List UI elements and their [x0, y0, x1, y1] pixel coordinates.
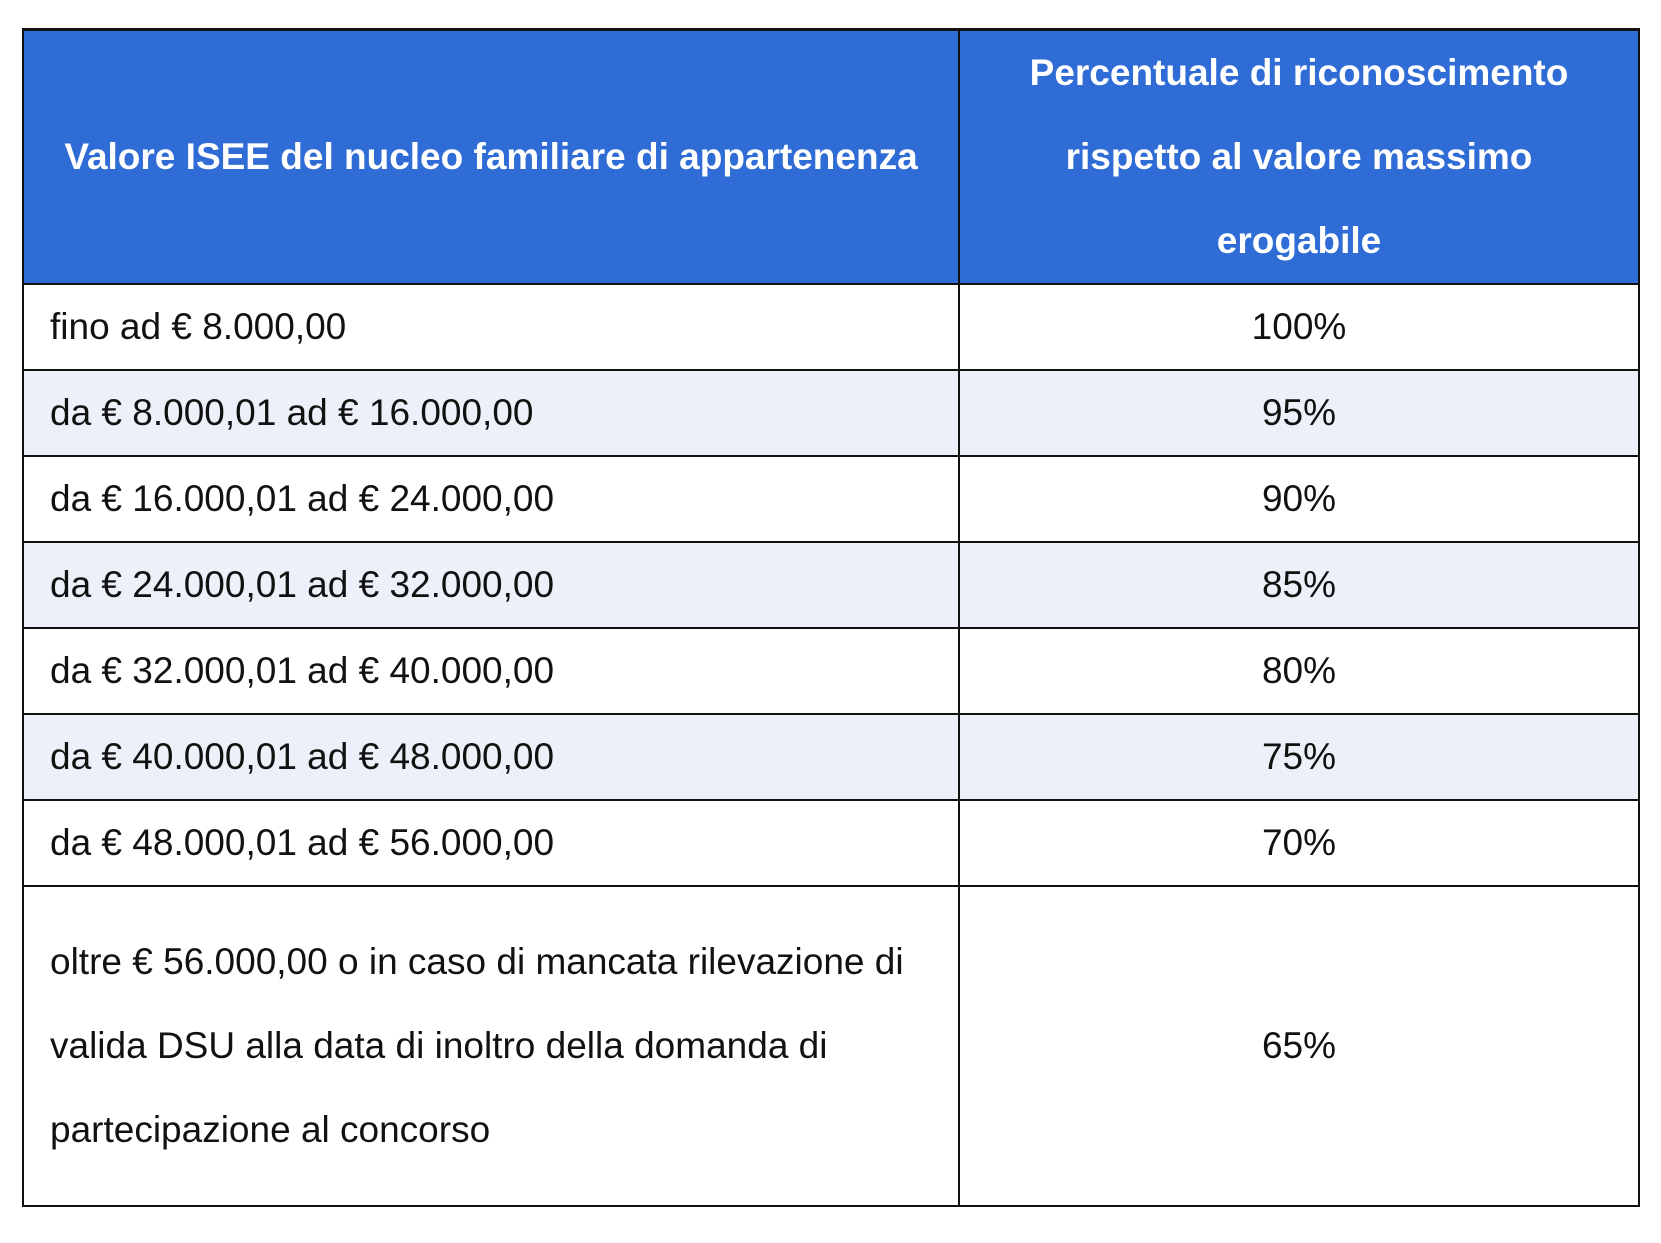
header-row: Valore ISEE del nucleo familiare di appa…: [22, 28, 1640, 285]
range-cell: oltre € 56.000,00 o in caso di mancata r…: [22, 885, 960, 1207]
percent-cell: 95%: [958, 369, 1640, 457]
header-percentage: Percentuale di riconoscimento rispetto a…: [958, 28, 1640, 285]
percent-cell: 85%: [958, 541, 1640, 629]
table-row: da € 24.000,01 ad € 32.000,00 85%: [22, 541, 1640, 629]
table-row: oltre € 56.000,00 o in caso di mancata r…: [22, 885, 1640, 1207]
percent-cell: 90%: [958, 455, 1640, 543]
table-row: da € 48.000,01 ad € 56.000,00 70%: [22, 799, 1640, 887]
table-row: da € 32.000,01 ad € 40.000,00 80%: [22, 627, 1640, 715]
percent-cell: 70%: [958, 799, 1640, 887]
range-cell: fino ad € 8.000,00: [22, 283, 960, 371]
range-cell: da € 16.000,01 ad € 24.000,00: [22, 455, 960, 543]
header-isee-value: Valore ISEE del nucleo familiare di appa…: [22, 28, 960, 285]
table-row: fino ad € 8.000,00 100%: [22, 283, 1640, 371]
percent-cell: 100%: [958, 283, 1640, 371]
range-cell: da € 40.000,01 ad € 48.000,00: [22, 713, 960, 801]
table-row: da € 40.000,01 ad € 48.000,00 75%: [22, 713, 1640, 801]
percent-cell: 65%: [958, 885, 1640, 1207]
range-cell: da € 48.000,01 ad € 56.000,00: [22, 799, 960, 887]
table-row: da € 8.000,01 ad € 16.000,00 95%: [22, 369, 1640, 457]
range-cell: da € 24.000,01 ad € 32.000,00: [22, 541, 960, 629]
percent-cell: 75%: [958, 713, 1640, 801]
range-cell: da € 32.000,01 ad € 40.000,00: [22, 627, 960, 715]
percent-cell: 80%: [958, 627, 1640, 715]
isee-percentage-table: Valore ISEE del nucleo familiare di appa…: [22, 28, 1640, 1207]
table-row: da € 16.000,01 ad € 24.000,00 90%: [22, 455, 1640, 543]
range-cell: da € 8.000,01 ad € 16.000,00: [22, 369, 960, 457]
